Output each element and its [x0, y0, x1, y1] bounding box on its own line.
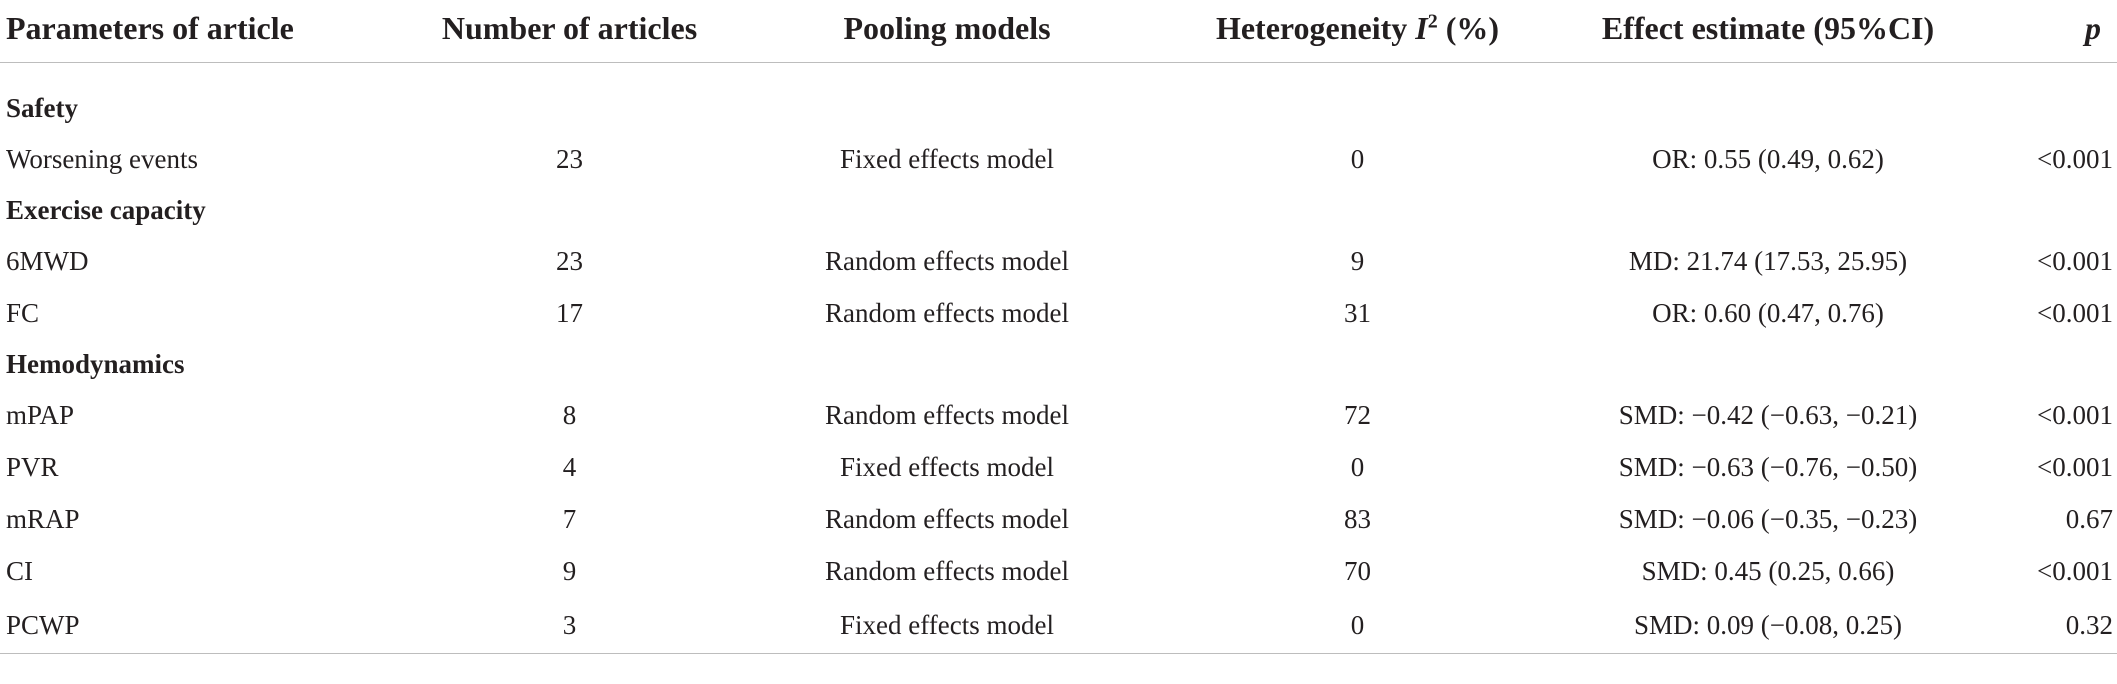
section-row: Hemodynamics — [0, 339, 2117, 389]
cell-pooling-model: Random effects model — [825, 245, 1069, 276]
cell-effect-estimate: MD: 21.74 (17.53, 25.95) — [1628, 245, 1908, 276]
cell-parameter: FC — [6, 297, 40, 328]
table-row: CI 9 Random effects model 70 SMD: 0.45 (0.25… — [0, 545, 2117, 597]
table-row: FC 17 Random effects model 31 OR: 0.60 (0.47… — [0, 287, 2117, 339]
cell-effect-estimate: SMD: −0.42 (−0.63, −0.21) — [1618, 399, 1918, 430]
cell-heterogeneity: 0 — [1350, 451, 1365, 482]
cell-heterogeneity: 0 — [1147, 597, 1568, 654]
cell-heterogeneity: 83 — [1344, 503, 1371, 534]
header-row: Parameters of article Number of articles… — [0, 0, 2117, 63]
section-title: Exercise capacity — [6, 194, 206, 225]
results-table: Parameters of article Number of articles… — [0, 0, 2117, 654]
cell-number-of-articles: 3 — [392, 597, 747, 654]
cell-p-value: <0.001 — [2037, 297, 2113, 328]
cell-parameter: mRAP — [6, 503, 80, 534]
cell-pooling-model: Random effects model — [825, 555, 1069, 586]
cell-heterogeneity: 9 — [1350, 245, 1365, 276]
spacer-row — [0, 63, 2117, 84]
cell-p-value: 0.67 — [2065, 503, 2113, 534]
table-row: 6MWD 23 Random effects model 9 MD: 21.74 (17… — [0, 235, 2117, 287]
cell-p-value: <0.001 — [2037, 245, 2113, 276]
cell-number-of-articles: 4 — [562, 451, 577, 482]
header-effect-estimate: Effect estimate (95%CI) — [1568, 0, 1968, 63]
cell-p-value: <0.001 — [2037, 451, 2113, 482]
header-heterogeneity-symbol: I — [1415, 10, 1428, 46]
cell-number-of-articles: 23 — [556, 245, 583, 276]
cell-parameter: 6MWD — [6, 245, 89, 276]
table-row: PVR 4 Fixed effects model 0 SMD: −0.63 (−0.7… — [0, 441, 2117, 493]
cell-heterogeneity: 70 — [1344, 555, 1371, 586]
table-row: mPAP 8 Random effects model 72 SMD: −0.42 (−… — [0, 389, 2117, 441]
cell-number-of-articles: 7 — [562, 503, 577, 534]
cell-p-value: 0.32 — [1968, 597, 2117, 654]
cell-effect-estimate: OR: 0.60 (0.47, 0.76) — [1652, 297, 1884, 328]
cell-pooling-model: Fixed effects model — [747, 597, 1147, 654]
header-number-of-articles: Number of articles — [392, 0, 747, 63]
header-parameters: Parameters of article — [0, 0, 392, 63]
cell-pooling-model: Fixed effects model — [840, 451, 1054, 482]
cell-parameter: Worsening events — [6, 143, 199, 174]
section-row: Exercise capacity — [0, 185, 2117, 235]
section-row: Safety — [0, 83, 2117, 133]
table-body: Safety Worsening events 23 Fixed effects mo… — [0, 63, 2117, 654]
table-row: mRAP 7 Random effects model 83 SMD: −0.06 (−… — [0, 493, 2117, 545]
cell-effect-estimate: SMD: −0.63 (−0.76, −0.50) — [1618, 451, 1918, 482]
header-heterogeneity-prefix: Heterogeneity — [1215, 10, 1416, 46]
cell-number-of-articles: 23 — [556, 143, 583, 174]
cell-heterogeneity: 72 — [1344, 399, 1371, 430]
header-heterogeneity: Heterogeneity I2 (%) — [1147, 0, 1568, 63]
cell-heterogeneity: 31 — [1344, 297, 1371, 328]
header-pooling-models: Pooling models — [747, 0, 1147, 63]
cell-p-value: <0.001 — [2037, 143, 2113, 174]
cell-number-of-articles: 17 — [556, 297, 583, 328]
table-row: Worsening events 23 Fixed effects model 0 OR… — [0, 133, 2117, 185]
cell-p-value: <0.001 — [2037, 399, 2113, 430]
header-heterogeneity-suffix: (%) — [1437, 10, 1500, 46]
cell-effect-estimate: OR: 0.55 (0.49, 0.62) — [1652, 143, 1884, 174]
table-header: Parameters of article Number of articles… — [0, 0, 2117, 63]
cell-parameter: PVR — [6, 451, 59, 482]
cell-pooling-model: Random effects model — [825, 297, 1069, 328]
cell-number-of-articles: 8 — [562, 399, 577, 430]
cell-effect-estimate: SMD: −0.06 (−0.35, −0.23) — [1618, 503, 1918, 534]
header-heterogeneity-superscript: 2 — [1427, 10, 1438, 33]
cell-pooling-model: Random effects model — [825, 399, 1069, 430]
cell-parameter: PCWP — [0, 597, 392, 654]
header-p-value: p — [1968, 0, 2117, 63]
cell-parameter: mPAP — [6, 399, 75, 430]
cell-p-value: <0.001 — [2037, 555, 2113, 586]
cell-effect-estimate: SMD: 0.09 (−0.08, 0.25) — [1568, 597, 1968, 654]
spacer-cell — [0, 63, 2117, 84]
section-title: Hemodynamics — [6, 348, 185, 379]
cell-number-of-articles: 9 — [562, 555, 577, 586]
cell-pooling-model: Random effects model — [825, 503, 1069, 534]
table-row: PCWP 3 Fixed effects model 0 SMD: 0.09 (−0.0… — [0, 597, 2117, 654]
cell-heterogeneity: 0 — [1350, 143, 1365, 174]
cell-parameter: CI — [6, 555, 33, 586]
cell-effect-estimate: SMD: 0.45 (0.25, 0.66) — [1641, 555, 1895, 586]
cell-pooling-model: Fixed effects model — [840, 143, 1054, 174]
section-title: Safety — [6, 92, 78, 123]
